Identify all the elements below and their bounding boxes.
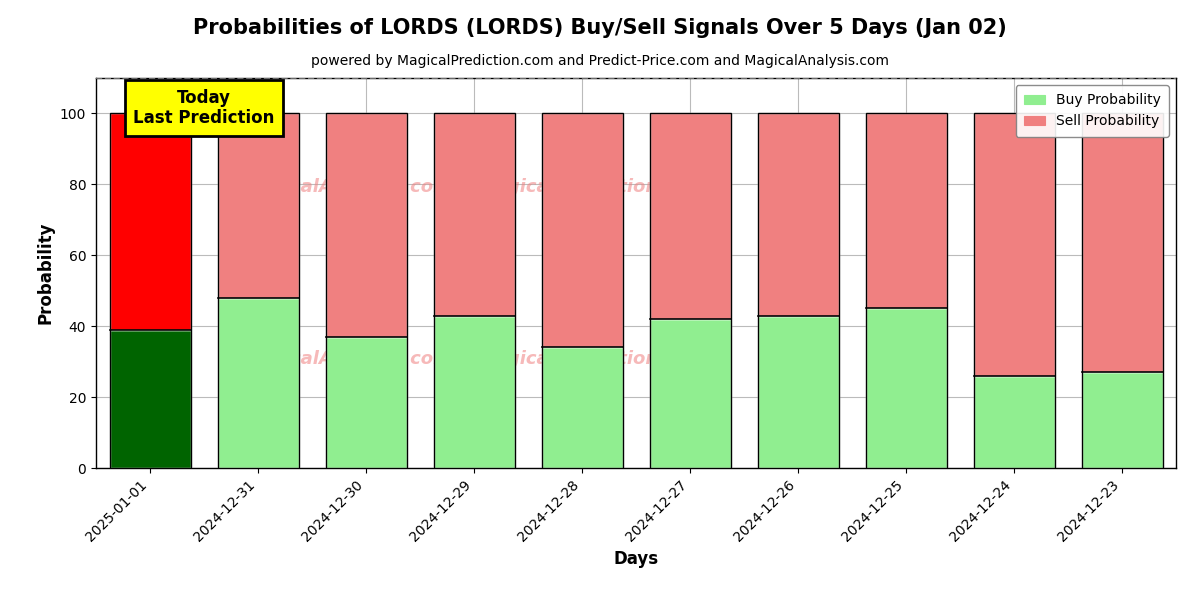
Bar (109, 330, 191, 468)
Bar (757, 113, 839, 468)
Bar (109, 113, 191, 330)
Bar (865, 308, 947, 468)
Y-axis label: Probability: Probability (36, 222, 54, 324)
Bar (325, 113, 407, 337)
Bar (325, 337, 407, 468)
Text: MagicalAnalysis.com    MagicalPrediction.com: MagicalAnalysis.com MagicalPrediction.co… (241, 350, 707, 368)
X-axis label: Days: Days (613, 550, 659, 568)
Bar (433, 113, 515, 468)
Bar (541, 347, 623, 468)
Bar (217, 298, 299, 468)
Bar (973, 113, 1055, 376)
Bar (649, 113, 731, 468)
Bar (541, 113, 623, 347)
Bar (757, 113, 839, 316)
Bar (649, 319, 731, 468)
Bar (1081, 372, 1163, 468)
Bar (541, 113, 623, 468)
Bar (433, 316, 515, 468)
Bar (1081, 113, 1163, 372)
Text: Today
Last Prediction: Today Last Prediction (133, 89, 275, 127)
Bar (973, 376, 1055, 468)
Bar (325, 113, 407, 468)
Bar (757, 316, 839, 468)
Bar (109, 113, 191, 468)
Bar (217, 113, 299, 468)
Text: Probabilities of LORDS (LORDS) Buy/Sell Signals Over 5 Days (Jan 02): Probabilities of LORDS (LORDS) Buy/Sell … (193, 18, 1007, 38)
Bar (865, 113, 947, 308)
Text: powered by MagicalPrediction.com and Predict-Price.com and MagicalAnalysis.com: powered by MagicalPrediction.com and Pre… (311, 54, 889, 68)
Text: MagicalAnalysis.com    MagicalPrediction.com: MagicalAnalysis.com MagicalPrediction.co… (241, 178, 707, 196)
Bar (865, 113, 947, 468)
Legend: Buy Probability, Sell Probability: Buy Probability, Sell Probability (1015, 85, 1169, 137)
Bar (433, 113, 515, 316)
Bar (217, 113, 299, 298)
Bar (649, 113, 731, 319)
Bar (1081, 113, 1163, 468)
Bar (973, 113, 1055, 468)
